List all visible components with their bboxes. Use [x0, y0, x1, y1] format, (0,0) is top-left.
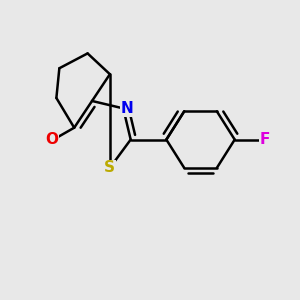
Text: F: F [260, 132, 270, 147]
Text: S: S [104, 160, 116, 175]
Text: O: O [45, 132, 58, 147]
Text: N: N [120, 101, 133, 116]
